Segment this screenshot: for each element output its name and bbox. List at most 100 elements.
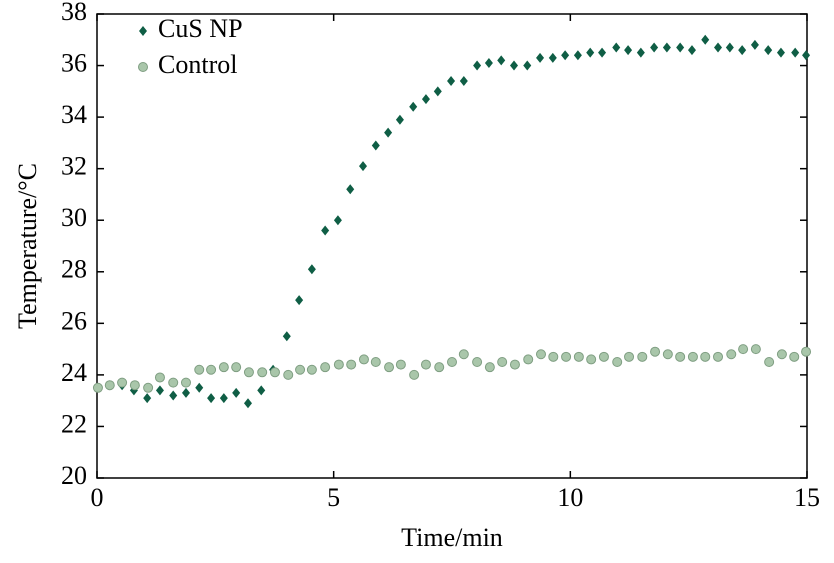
data-point: [612, 42, 621, 53]
x-axis-label: Time/min: [401, 523, 503, 552]
x-tick-label: 5: [327, 483, 340, 512]
data-point: [206, 364, 217, 375]
data-point: [346, 359, 357, 370]
data-point: [650, 42, 659, 53]
x-tick-label: 0: [91, 483, 104, 512]
data-point: [472, 357, 483, 367]
data-point: [384, 362, 395, 373]
data-point: [636, 47, 645, 58]
data-point: [104, 380, 115, 391]
legend-label: CuS NP: [158, 14, 243, 43]
data-point: [306, 364, 317, 375]
y-tick-label: 20: [61, 461, 87, 490]
data-point: [180, 377, 191, 388]
legend-marker: [138, 62, 148, 72]
data-point: [473, 60, 482, 71]
data-point: [687, 45, 696, 56]
y-tick-label: 22: [61, 409, 87, 438]
data-point: [801, 346, 812, 357]
data-point: [536, 52, 545, 63]
data-point: [434, 362, 445, 373]
data-point: [573, 50, 582, 61]
data-point: [219, 393, 228, 404]
data-point: [750, 39, 759, 50]
data-point: [548, 351, 559, 362]
data-point: [738, 45, 747, 56]
legend-label: Control: [158, 50, 237, 79]
data-point: [168, 377, 179, 388]
y-tick-label: 24: [61, 358, 87, 387]
data-point: [802, 50, 811, 61]
data-point: [725, 42, 734, 53]
data-point: [395, 359, 406, 370]
data-point: [535, 349, 546, 360]
data-point: [650, 346, 661, 357]
data-point: [676, 42, 685, 53]
plot-frame: [96, 13, 808, 479]
data-point: [687, 351, 698, 362]
data-point: [282, 331, 291, 342]
x-tick-label: 10: [557, 483, 583, 512]
data-point: [573, 351, 584, 362]
data-point: [662, 42, 671, 53]
data-point: [612, 357, 623, 367]
data-point: [637, 351, 648, 362]
data-point: [320, 362, 331, 373]
data-point: [420, 359, 431, 370]
data-point: [509, 359, 520, 370]
y-tick-label: 36: [61, 49, 87, 78]
data-point: [764, 45, 773, 56]
y-tick-label: 28: [61, 255, 87, 284]
data-point: [218, 362, 229, 373]
data-point: [497, 357, 508, 367]
data-point: [181, 387, 190, 398]
data-point: [243, 398, 252, 409]
y-tick-label: 32: [61, 152, 87, 181]
data-point: [447, 76, 456, 87]
legend-marker: [139, 26, 147, 36]
data-point: [598, 47, 607, 58]
data-point: [510, 60, 519, 71]
data-point: [789, 351, 800, 362]
data-point: [624, 45, 633, 56]
data-point: [791, 47, 800, 58]
data-point: [207, 393, 216, 404]
data-point: [700, 351, 711, 362]
data-point: [283, 369, 294, 380]
data-point: [776, 349, 787, 360]
data-point: [169, 390, 178, 401]
data-point: [117, 377, 128, 388]
data-point: [714, 42, 723, 53]
data-point: [232, 387, 241, 398]
data-point: [561, 50, 570, 61]
data-point: [459, 76, 468, 87]
y-tick-label: 26: [61, 306, 87, 335]
data-point: [458, 349, 469, 360]
data-point: [129, 380, 140, 391]
y-tick-label: 30: [61, 203, 87, 232]
data-point: [269, 367, 280, 378]
y-tick-label: 38: [61, 0, 87, 26]
data-point: [143, 393, 152, 404]
data-point: [726, 349, 737, 360]
data-point: [675, 351, 686, 362]
data-point: [662, 349, 673, 360]
data-point: [548, 52, 557, 63]
data-point: [738, 344, 749, 355]
data-point: [497, 55, 506, 66]
data-point: [624, 351, 635, 362]
data-point: [409, 369, 420, 380]
data-point: [92, 382, 103, 393]
data-point: [333, 215, 342, 226]
data-point: [231, 362, 242, 373]
data-point: [257, 385, 266, 396]
data-point: [358, 354, 369, 365]
data-point: [194, 364, 205, 375]
y-axis-label: Temperature/°C: [13, 163, 42, 329]
data-point: [154, 372, 165, 383]
data-point: [346, 184, 355, 195]
data-point: [295, 295, 304, 306]
data-point: [143, 382, 154, 393]
data-point: [701, 34, 710, 45]
